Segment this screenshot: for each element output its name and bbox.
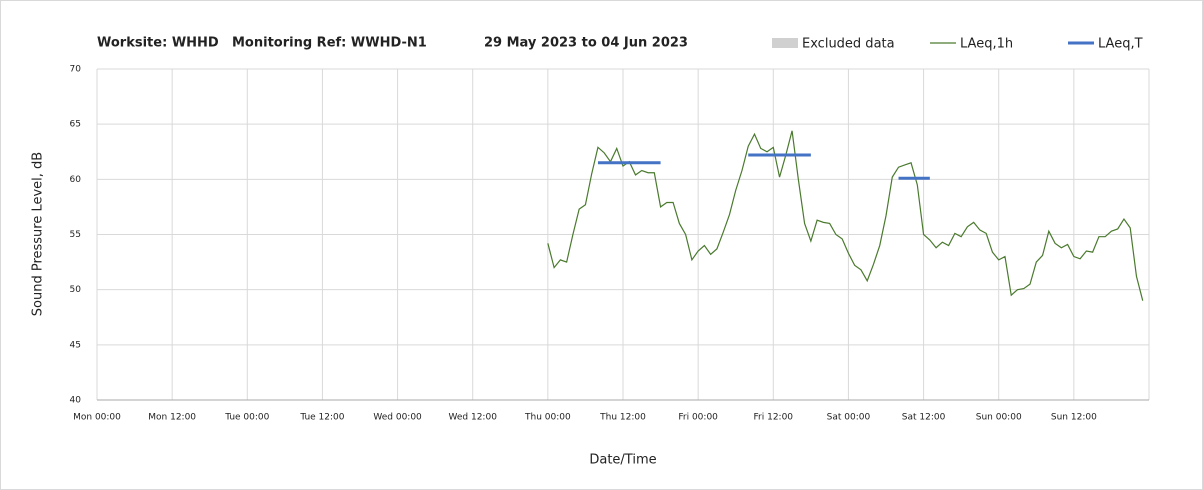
chart-title: Monitoring Ref: WWHD-N1	[232, 36, 427, 51]
y-tick-label: 45	[70, 340, 81, 350]
y-tick-label: 60	[70, 175, 82, 185]
y-axis-label: Sound Pressure Level, dB	[31, 152, 46, 316]
y-tick-label: 65	[70, 120, 81, 130]
legend-label: Excluded data	[802, 37, 895, 52]
x-tick-label: Sat 00:00	[827, 413, 871, 423]
x-tick-label: Sun 12:00	[1051, 413, 1097, 423]
x-tick-label: Wed 00:00	[373, 413, 422, 423]
y-tick-label: 40	[70, 396, 82, 406]
y-tick-label: 55	[70, 230, 81, 240]
y-tick-label: 50	[70, 285, 82, 295]
x-tick-label: Fri 00:00	[678, 413, 718, 423]
x-tick-label: Mon 00:00	[73, 413, 121, 423]
x-tick-label: Sat 12:00	[902, 413, 946, 423]
x-tick-label: Thu 12:00	[599, 413, 646, 423]
x-tick-label: Wed 12:00	[449, 413, 498, 423]
line-series	[547, 130, 1144, 301]
chart-title: Worksite: WHHD	[97, 36, 219, 51]
x-tick-label: Mon 12:00	[148, 413, 196, 423]
y-tick-label: 70	[70, 65, 82, 75]
x-tick-label: Sun 00:00	[976, 413, 1022, 423]
x-tick-label: Fri 12:00	[754, 413, 794, 423]
chart-title: 29 May 2023 to 04 Jun 2023	[484, 36, 688, 51]
legend-label: LAeq,T	[1098, 37, 1143, 52]
x-tick-label: Thu 00:00	[524, 413, 571, 423]
x-tick-label: Tue 00:00	[224, 413, 269, 423]
legend-swatch	[772, 38, 798, 48]
x-axis-label: Date/Time	[589, 453, 656, 468]
legend-label: LAeq,1h	[960, 37, 1013, 52]
x-tick-label: Tue 12:00	[299, 413, 344, 423]
